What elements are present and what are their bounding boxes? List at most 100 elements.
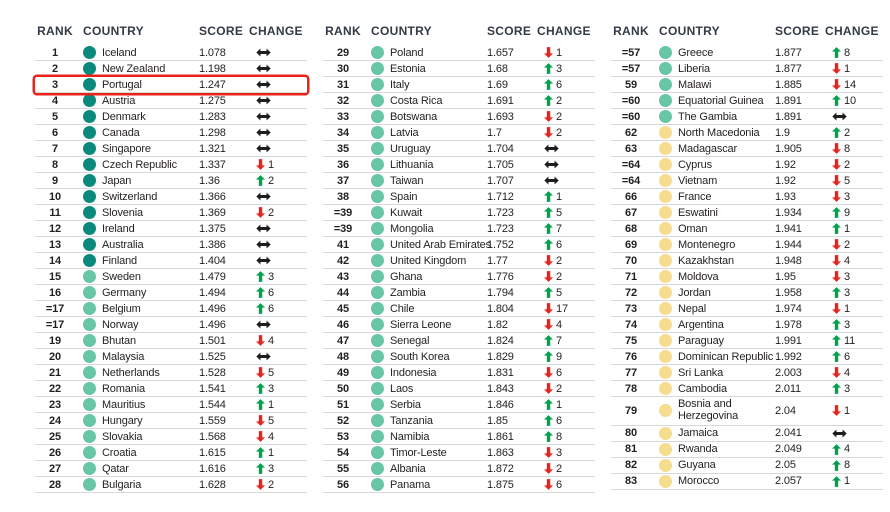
rank-value: 48 bbox=[337, 350, 349, 363]
country-name: The Gambia bbox=[678, 110, 738, 123]
table-row: 7 Singapore 1.321 bbox=[35, 141, 307, 157]
table-row: 48 South Korea 1.829 9 bbox=[323, 349, 595, 365]
country-cell: United Kingdom bbox=[363, 254, 487, 267]
rank-value: 82 bbox=[625, 459, 637, 472]
table-row: 5 Denmark 1.283 bbox=[35, 109, 307, 125]
change-value: 1 bbox=[844, 62, 850, 75]
country-tier-dot-icon bbox=[371, 302, 384, 315]
country-tier-dot-icon bbox=[83, 398, 96, 411]
table-row: 27 Qatar 1.616 3 bbox=[35, 461, 307, 477]
country-cell: Cambodia bbox=[651, 382, 775, 395]
down-arrow-icon bbox=[256, 335, 265, 346]
rank-value: =60 bbox=[621, 110, 641, 123]
down-arrow-icon bbox=[256, 367, 265, 378]
score-value: 1.875 bbox=[487, 478, 514, 491]
change-cell: 1 bbox=[249, 447, 307, 459]
rank-value: 59 bbox=[625, 78, 637, 91]
table-row: 47 Senegal 1.824 7 bbox=[323, 333, 595, 349]
country-name: Uruguay bbox=[390, 142, 431, 155]
change-cell: 3 bbox=[249, 463, 307, 475]
country-tier-dot-icon bbox=[659, 270, 672, 283]
country-name: Zambia bbox=[390, 286, 426, 299]
score-value: 1.877 bbox=[775, 62, 802, 75]
table-row: 81 Rwanda 2.049 4 bbox=[611, 442, 883, 458]
country-name: Finland bbox=[102, 254, 138, 267]
header-rank: RANK bbox=[613, 24, 649, 38]
up-arrow-icon bbox=[832, 127, 841, 138]
table-row: =64 Cyprus 1.92 2 bbox=[611, 157, 883, 173]
country-name: Malawi bbox=[678, 78, 712, 91]
up-arrow-icon bbox=[256, 463, 265, 474]
table-row: 70 Kazakhstan 1.948 4 bbox=[611, 253, 883, 269]
table-row: 13 Australia 1.386 bbox=[35, 237, 307, 253]
score-value: 1.541 bbox=[199, 382, 226, 395]
score-value: 1.92 bbox=[775, 174, 796, 187]
country-name: Ghana bbox=[390, 270, 423, 283]
table-row: 53 Namibia 1.861 8 bbox=[323, 429, 595, 445]
table-row: 67 Eswatini 1.934 9 bbox=[611, 205, 883, 221]
score-value: 1.991 bbox=[775, 334, 802, 347]
country-name: Spain bbox=[390, 190, 418, 203]
table-row: 54 Timor-Leste 1.863 3 bbox=[323, 445, 595, 461]
table-row: 8 Czech Republic 1.337 1 bbox=[35, 157, 307, 173]
score-value: 1.198 bbox=[199, 62, 226, 75]
change-cell bbox=[825, 429, 883, 438]
country-name: New Zealand bbox=[102, 62, 166, 75]
country-tier-dot-icon bbox=[83, 174, 96, 187]
header-rank: RANK bbox=[325, 24, 361, 38]
change-cell: 14 bbox=[825, 79, 883, 91]
country-cell: Croatia bbox=[75, 446, 199, 459]
country-name: Sri Lanka bbox=[678, 366, 724, 379]
up-arrow-icon bbox=[544, 415, 553, 426]
change-value: 3 bbox=[844, 190, 850, 203]
country-tier-dot-icon bbox=[371, 478, 384, 491]
country-name: Jamaica bbox=[678, 427, 718, 440]
score-value: 1.366 bbox=[199, 190, 226, 203]
country-tier-dot-icon bbox=[83, 254, 96, 267]
up-arrow-icon bbox=[544, 351, 553, 362]
rank-value: 4 bbox=[52, 94, 58, 107]
rank-value: 10 bbox=[49, 190, 61, 203]
table-row: 77 Sri Lanka 2.003 4 bbox=[611, 365, 883, 381]
country-tier-dot-icon bbox=[371, 286, 384, 299]
score-value: 1.693 bbox=[487, 110, 514, 123]
change-value: 1 bbox=[556, 190, 562, 203]
country-cell: New Zealand bbox=[75, 62, 199, 75]
change-cell: 2 bbox=[249, 479, 307, 491]
score-value: 1.978 bbox=[775, 318, 802, 331]
country-cell: Jordan bbox=[651, 286, 775, 299]
country-cell: Zambia bbox=[363, 286, 487, 299]
rank-value: 54 bbox=[337, 446, 349, 459]
country-name: Argentina bbox=[678, 318, 724, 331]
no-change-arrow-icon bbox=[544, 176, 559, 185]
change-cell: 2 bbox=[249, 175, 307, 187]
up-arrow-icon bbox=[832, 459, 841, 471]
change-value: 2 bbox=[844, 158, 850, 171]
table-row: 49 Indonesia 1.831 6 bbox=[323, 365, 595, 381]
score-value: 1.77 bbox=[487, 254, 508, 267]
country-cell: Kuwait bbox=[363, 206, 487, 219]
rank-value: 72 bbox=[625, 286, 637, 299]
country-cell: Liberia bbox=[651, 62, 775, 75]
rank-value: 69 bbox=[625, 238, 637, 251]
table-row: 37 Taiwan 1.707 bbox=[323, 173, 595, 189]
country-cell: Uruguay bbox=[363, 142, 487, 155]
country-tier-dot-icon bbox=[83, 270, 96, 283]
change-value: 4 bbox=[556, 318, 562, 331]
change-cell bbox=[249, 224, 307, 233]
change-cell: 11 bbox=[825, 335, 883, 347]
change-value: 8 bbox=[844, 459, 850, 472]
table-row: 26 Croatia 1.615 1 bbox=[35, 445, 307, 461]
country-name: Cambodia bbox=[678, 382, 727, 395]
no-change-arrow-icon bbox=[256, 144, 271, 153]
change-value: 6 bbox=[556, 478, 562, 491]
score-value: 2.049 bbox=[775, 443, 802, 456]
score-value: 1.905 bbox=[775, 142, 802, 155]
no-change-arrow-icon bbox=[256, 256, 271, 265]
score-value: 1.369 bbox=[199, 206, 226, 219]
country-name: Latvia bbox=[390, 126, 419, 139]
table-row: 52 Tanzania 1.85 6 bbox=[323, 413, 595, 429]
down-arrow-icon bbox=[256, 431, 265, 442]
country-name: Timor-Leste bbox=[390, 446, 447, 459]
country-tier-dot-icon bbox=[83, 366, 96, 379]
